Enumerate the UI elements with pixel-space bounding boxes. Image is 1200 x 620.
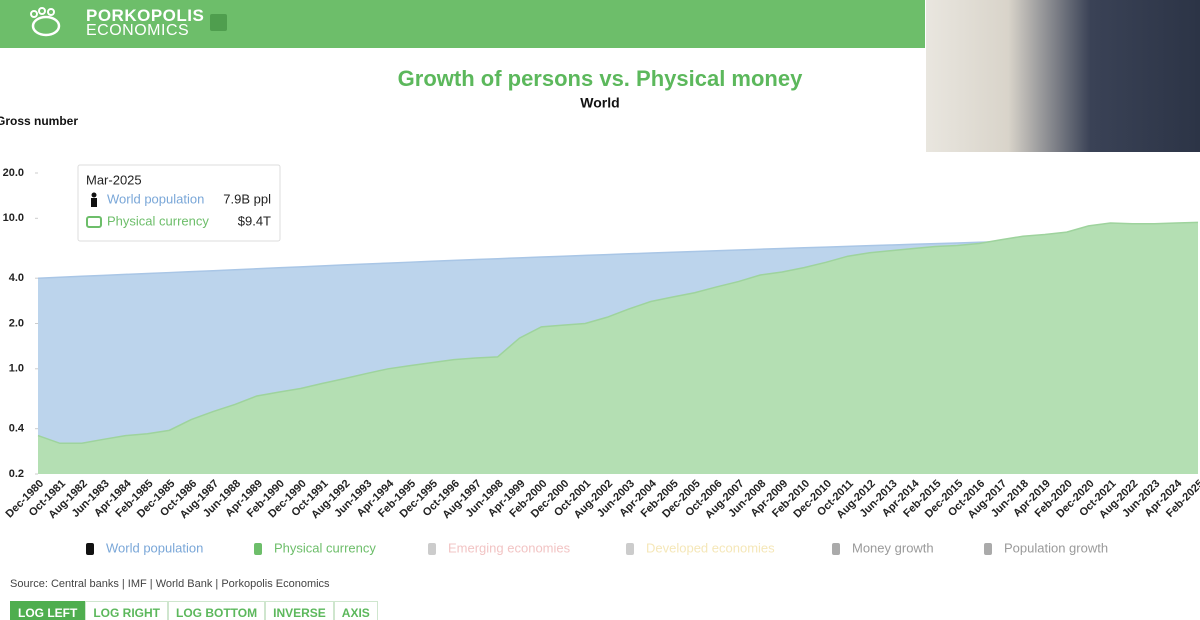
toggle-button[interactable]: INVERSE <box>265 601 334 620</box>
legend-item: Emerging economies <box>448 540 571 555</box>
tooltip-name: World population <box>107 191 204 206</box>
webcam-video <box>926 0 1200 152</box>
legend-item: Developed economies <box>646 540 775 555</box>
y-tick-label: 10.0 <box>3 212 24 224</box>
y-tick-label: 4.0 <box>9 272 24 284</box>
money-icon <box>86 216 102 228</box>
toggle-button[interactable]: AXIS <box>333 601 378 620</box>
header: PORKOPOLIS ECONOMICS <box>0 0 925 48</box>
y-axis-label: Gross number <box>0 114 78 128</box>
legend-item: Money growth <box>852 540 934 555</box>
y-tick-label: 1.0 <box>9 363 24 375</box>
y-tick-label: 0.2 <box>9 468 24 480</box>
toggle-button[interactable]: LOG LEFT <box>10 601 86 620</box>
person-icon <box>91 198 97 207</box>
tooltip-name: Physical currency <box>107 213 209 228</box>
chart: Growth of persons vs. Physical money Wor… <box>0 66 1200 556</box>
brand: ECONOMICS <box>86 22 190 39</box>
tooltip-title: Mar-2025 <box>86 172 142 187</box>
logo <box>30 7 61 37</box>
source: Source: Central banks | IMF | World Bank… <box>10 578 330 590</box>
legend-item: World population <box>106 540 203 555</box>
area <box>38 222 1198 474</box>
legend-icon <box>626 543 634 555</box>
y-tick-label: 20.0 <box>3 167 24 179</box>
legend-item: Population growth <box>1004 540 1108 555</box>
chart-subtitle: World <box>580 95 619 111</box>
tooltip-value: $9.4T <box>238 213 271 228</box>
legend-icon <box>832 543 840 555</box>
legend-icon <box>984 543 992 555</box>
y-tick-label: 2.0 <box>9 317 24 329</box>
button-bar: LOG LEFT LOG RIGHT LOG BOTTOM INVERSE AXIS <box>10 601 378 620</box>
brand: PORKOPOLIS <box>86 6 205 25</box>
person-icon <box>91 192 97 198</box>
legend-icon <box>254 543 262 555</box>
chart-title: Growth of persons vs. Physical money <box>398 66 803 91</box>
area-line <box>37 221 1199 445</box>
chart-icon[interactable] <box>210 14 227 31</box>
toggle-button[interactable]: LOG RIGHT <box>85 601 168 620</box>
tooltip-box <box>77 164 281 242</box>
toggle-button[interactable]: LOG BOTTOM <box>168 601 266 620</box>
legend-icon <box>86 543 94 555</box>
y-tick-label: 0.4 <box>9 423 25 435</box>
legend-item: Physical currency <box>274 540 376 555</box>
tooltip-value: 7.9B ppl <box>223 191 271 206</box>
legend-icon <box>428 543 436 555</box>
